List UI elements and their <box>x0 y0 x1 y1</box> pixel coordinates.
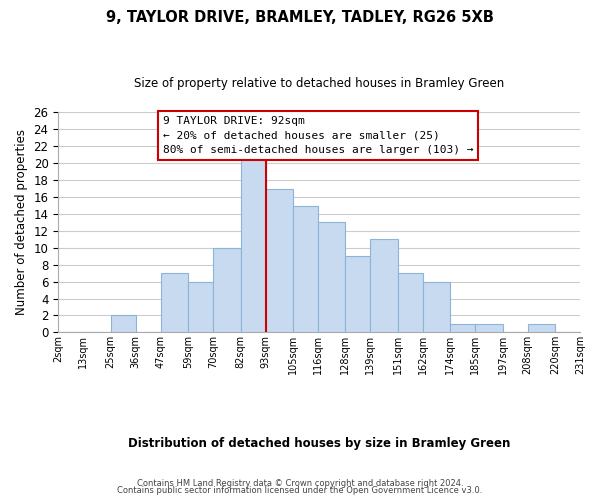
Y-axis label: Number of detached properties: Number of detached properties <box>15 130 28 316</box>
Bar <box>398 273 423 332</box>
Bar <box>346 256 370 332</box>
Bar <box>475 324 503 332</box>
Title: Size of property relative to detached houses in Bramley Green: Size of property relative to detached ho… <box>134 78 504 90</box>
Text: Contains public sector information licensed under the Open Government Licence v3: Contains public sector information licen… <box>118 486 482 495</box>
Bar <box>293 206 318 332</box>
Bar <box>188 282 213 333</box>
Text: Contains HM Land Registry data © Crown copyright and database right 2024.: Contains HM Land Registry data © Crown c… <box>137 478 463 488</box>
Bar <box>241 155 266 332</box>
Bar <box>370 240 398 332</box>
Bar <box>266 188 293 332</box>
Bar <box>213 248 241 332</box>
Bar <box>527 324 555 332</box>
Bar <box>110 316 136 332</box>
Bar <box>161 273 188 332</box>
Bar <box>423 282 450 333</box>
Text: 9 TAYLOR DRIVE: 92sqm
← 20% of detached houses are smaller (25)
80% of semi-deta: 9 TAYLOR DRIVE: 92sqm ← 20% of detached … <box>163 116 473 156</box>
Bar <box>318 222 346 332</box>
Text: 9, TAYLOR DRIVE, BRAMLEY, TADLEY, RG26 5XB: 9, TAYLOR DRIVE, BRAMLEY, TADLEY, RG26 5… <box>106 10 494 25</box>
Bar <box>450 324 475 332</box>
X-axis label: Distribution of detached houses by size in Bramley Green: Distribution of detached houses by size … <box>128 437 511 450</box>
